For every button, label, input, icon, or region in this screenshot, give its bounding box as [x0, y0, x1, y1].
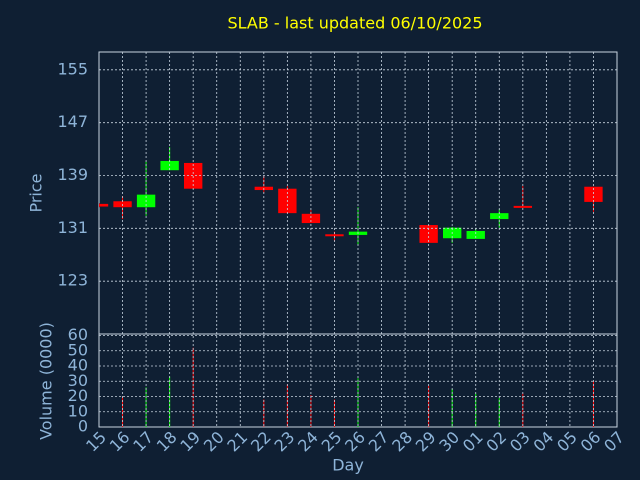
- volume-tick-label: 40: [68, 356, 88, 375]
- x-tick-label: 07: [600, 428, 628, 456]
- volume-tick-label: 0: [78, 417, 88, 436]
- y-axis-label: Price: [27, 173, 46, 212]
- volume-tick-label: 30: [68, 371, 88, 390]
- candle-body: [183, 162, 203, 189]
- volume-axis-label: Volume (0000): [37, 322, 56, 440]
- x-axis-label: Day: [332, 456, 364, 475]
- candle-body: [301, 213, 321, 224]
- chart-title: SLAB - last updated 06/10/2025: [227, 14, 482, 33]
- volume-tick-label: 50: [68, 340, 88, 359]
- y-tick-label: 155: [57, 59, 88, 78]
- y-tick-label: 147: [57, 112, 88, 131]
- volume-tick-label: 60: [68, 325, 88, 344]
- volume-tick-label: 10: [68, 401, 88, 420]
- volume-tick-label: 20: [68, 386, 88, 405]
- candle-body: [466, 230, 485, 239]
- y-tick-label: 123: [57, 271, 88, 290]
- candle-body: [584, 186, 603, 202]
- y-tick-label: 131: [57, 218, 88, 237]
- candle-body: [513, 205, 533, 208]
- candle-body: [99, 203, 109, 207]
- candle-body: [325, 234, 344, 237]
- y-tick-label: 139: [57, 165, 88, 184]
